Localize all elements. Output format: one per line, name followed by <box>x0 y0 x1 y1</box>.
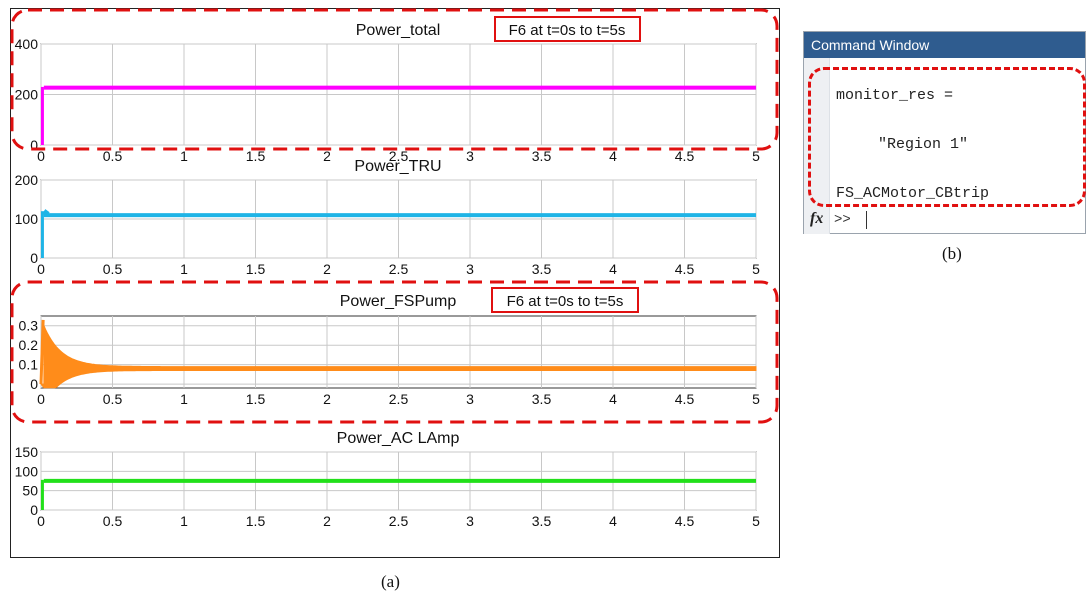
x-tick-label: 3.5 <box>532 391 552 407</box>
x-tick-label: 3 <box>466 513 474 529</box>
function-browser-icon[interactable]: fx <box>810 210 824 227</box>
x-tick-label: 5 <box>752 261 760 277</box>
x-tick-label: 2 <box>323 391 331 407</box>
highlight-region-fspump <box>10 280 779 424</box>
x-tick-label: 4.5 <box>675 391 695 407</box>
x-tick-label: 0.5 <box>103 513 123 529</box>
x-tick-label: 0 <box>37 513 45 529</box>
y-tick-label: 0 <box>30 250 38 266</box>
y-tick-label: 50 <box>22 483 38 499</box>
text-cursor <box>866 211 867 229</box>
x-tick-label: 3 <box>466 148 474 164</box>
command-window-title: Command Window <box>804 32 1085 58</box>
x-tick-label: 0.5 <box>103 148 123 164</box>
x-tick-label: 3.5 <box>532 148 552 164</box>
x-tick-label: 1.5 <box>246 391 266 407</box>
x-tick-label: 1.5 <box>246 148 266 164</box>
series-band <box>43 85 757 90</box>
x-tick-label: 1 <box>180 148 188 164</box>
fault-label: F6 at t=0s to t=5s <box>507 293 624 310</box>
x-tick-label: 4 <box>609 148 617 164</box>
x-tick-label: 0.5 <box>103 391 123 407</box>
x-tick-label: 4 <box>609 513 617 529</box>
y-tick-label: 100 <box>15 211 39 227</box>
series-band <box>43 478 757 483</box>
x-tick-label: 0.5 <box>103 261 123 277</box>
fault-label: F6 at t=0s to t=5s <box>509 22 626 39</box>
plot-title: Power_total <box>356 22 441 39</box>
caption-a: (a) <box>381 572 400 591</box>
x-tick-label: 1 <box>180 391 188 407</box>
x-tick-label: 0 <box>37 261 45 277</box>
y-tick-label: 100 <box>15 463 39 479</box>
plot-power-fspump: Power_FSPump 0 0.5 1 1.5 2 2.5 3 3.5 4 4.5 5 0 0.1 0.… <box>19 293 761 407</box>
x-tick-label: 2 <box>323 513 331 529</box>
plot-power-total: Power_total 0 0.5 1 1.5 2 2.5 3 3.5 4 4.5 5 0 200 400 <box>15 22 760 164</box>
series-overshoot <box>42 209 50 217</box>
x-tick-label: 4 <box>609 261 617 277</box>
x-tick-label: 4.5 <box>675 261 695 277</box>
y-tick-label: 400 <box>15 36 39 52</box>
x-tick-label: 2 <box>323 148 331 164</box>
output-line-variable: monitor_res = <box>836 87 954 104</box>
x-tick-label: 4 <box>609 391 617 407</box>
series-band <box>43 213 757 218</box>
x-tick-label: 2.5 <box>389 391 409 407</box>
plot-power-ac-lamp: Power_AC LAmp 0 0.5 1 1.5 2 2.5 3 3.5 4 4.5 505010… <box>15 430 760 529</box>
y-tick-label: 200 <box>15 172 39 188</box>
y-tick-label: 0.1 <box>19 357 39 373</box>
plot-title: Power_AC LAmp <box>337 430 460 447</box>
command-prompt: >> <box>834 212 851 228</box>
x-tick-label: 2.5 <box>389 513 409 529</box>
x-tick-label: 5 <box>752 513 760 529</box>
x-tick-label: 3 <box>466 391 474 407</box>
y-tick-label: 150 <box>15 444 39 460</box>
x-tick-label: 2 <box>323 261 331 277</box>
fault-annotation-2: F6 at t=0s to t=5s <box>491 287 639 313</box>
fault-annotation-1: F6 at t=0s to t=5s <box>494 16 641 42</box>
x-tick-label: 1 <box>180 261 188 277</box>
x-tick-label: 4.5 <box>675 148 695 164</box>
x-tick-label: 1 <box>180 513 188 529</box>
x-tick-label: 0 <box>37 148 45 164</box>
x-tick-label: 2.5 <box>389 148 409 164</box>
x-tick-label: 1.5 <box>246 261 266 277</box>
output-line-result: FS_ACMotor_CBtrip <box>836 185 990 202</box>
y-tick-label: 0 <box>30 137 38 153</box>
x-tick-label: 1.5 <box>246 513 266 529</box>
command-prompt-row[interactable]: fx >> <box>804 210 1085 232</box>
highlight-region-total <box>10 8 779 151</box>
x-tick-label: 3 <box>466 261 474 277</box>
y-tick-label: 0.2 <box>19 337 39 353</box>
x-tick-label: 3.5 <box>532 261 552 277</box>
highlight-region-command-output <box>808 67 1086 207</box>
plot-title: Power_TRU <box>354 158 441 175</box>
x-tick-label: 0 <box>37 391 45 407</box>
x-tick-label: 2.5 <box>389 261 409 277</box>
y-tick-label: 200 <box>15 87 39 103</box>
x-tick-label: 3.5 <box>532 513 552 529</box>
series-onset <box>39 319 45 385</box>
y-tick-label: 0 <box>30 376 38 392</box>
y-tick-label: 0 <box>30 502 38 518</box>
x-tick-label: 4.5 <box>675 513 695 529</box>
caption-b: (b) <box>942 244 962 263</box>
x-tick-label: 5 <box>752 148 760 164</box>
y-tick-label: 0.3 <box>19 318 39 334</box>
series-band <box>39 325 757 389</box>
plot-title: Power_FSPump <box>340 293 457 310</box>
output-line-value: "Region 1" <box>878 136 969 153</box>
plot-power-tru: Power_TRU 0 0.5 1 1.5 2 2.5 3 3.5 4 4.5 5 0 100 200 <box>15 158 760 277</box>
x-tick-label: 5 <box>752 391 760 407</box>
